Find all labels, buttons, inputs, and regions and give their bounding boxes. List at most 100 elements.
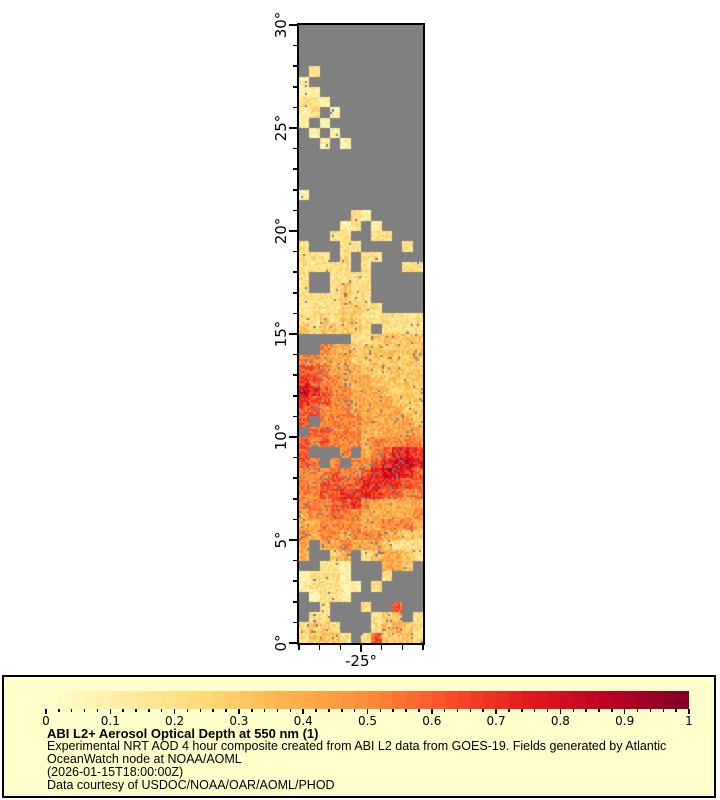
caption-line-4: Data courtesy of USDOC/NOAA/OAR/AOML/PHO… [47, 778, 335, 792]
colorbar-minor-tick [315, 709, 317, 712]
colorbar-tick-label-0: 0 [42, 714, 50, 728]
x-minor-tick [339, 645, 342, 650]
colorbar-major-tick [431, 709, 433, 714]
y-minor-tick [293, 498, 297, 500]
y-minor-tick [293, 189, 297, 191]
y-tick-label-text: 25° [272, 114, 290, 142]
colorbar-minor-tick [598, 709, 600, 712]
colorbar-major-tick [109, 709, 112, 714]
caption-block: ABI L2+ Aerosol Optical Depth at 550 nm … [47, 727, 704, 792]
y-minor-tick [293, 415, 297, 418]
y-tick-label-text: 10° [272, 423, 290, 451]
colorbar-tick-label-0.9: 0.9 [615, 714, 635, 728]
y-tick-label-text: 0° [272, 634, 290, 652]
x-minor-tick [401, 645, 404, 650]
colorbar-minor-tick [58, 709, 60, 712]
colorbar-minor-tick [418, 709, 420, 712]
y-minor-tick [293, 147, 297, 150]
colorbar-major-tick [173, 709, 176, 714]
caption-title: ABI L2+ Aerosol Optical Depth at 550 nm … [47, 726, 319, 741]
y-major-tick [289, 642, 297, 644]
x-minor-tick [298, 645, 300, 650]
colorbar-minor-tick [456, 709, 459, 712]
colorbar-major-tick [559, 709, 562, 714]
colorbar-minor-tick [289, 709, 292, 712]
colorbar-minor-tick [508, 709, 510, 712]
colorbar-minor-tick [443, 709, 446, 712]
colorbar-minor-tick [533, 709, 536, 712]
y-tick-label-text: 5° [272, 531, 290, 549]
y-minor-tick [293, 168, 297, 170]
y-minor-tick [293, 580, 297, 582]
y-tick-label-text: 20° [272, 217, 290, 245]
y-minor-tick [293, 395, 297, 397]
colorbar-major-tick [238, 709, 240, 714]
colorbar-minor-tick [96, 709, 99, 712]
colorbar-minor-tick [546, 709, 549, 712]
colorbar-minor-tick [482, 709, 484, 712]
y-minor-tick [293, 44, 297, 47]
caption-line-2: OceanWatch node at NOAA/AOML [47, 752, 242, 766]
colorbar-minor-tick [199, 709, 202, 712]
y-major-tick [289, 333, 297, 335]
colorbar-tick-label-0.6: 0.6 [422, 714, 442, 728]
y-minor-tick [293, 374, 297, 376]
colorbar-minor-tick [341, 709, 343, 712]
map-plot-frame [297, 23, 425, 645]
colorbar-tick-label-0.3: 0.3 [229, 714, 249, 728]
colorbar-minor-tick [225, 709, 227, 712]
colorbar-minor-tick [379, 709, 382, 712]
x-tick-label: -25° [345, 652, 377, 670]
colorbar-major-tick [45, 709, 47, 714]
colorbar-minor-tick [263, 709, 266, 712]
y-minor-tick [293, 601, 297, 603]
y-major-tick [289, 127, 297, 129]
colorbar-minor-tick [186, 709, 189, 712]
colorbar-minor-tick [83, 709, 86, 712]
colorbar-minor-tick [160, 709, 163, 712]
y-minor-tick [293, 312, 297, 315]
colorbar-tick-label-0.2: 0.2 [165, 714, 185, 728]
colorbar-minor-tick [636, 709, 639, 712]
y-minor-tick [293, 621, 297, 624]
colorbar-tick-label-1: 1 [685, 714, 693, 728]
y-minor-tick [293, 518, 297, 521]
x-minor-tick [422, 645, 424, 650]
y-tick-label-text: 30° [272, 11, 290, 39]
y-major-tick [289, 539, 297, 541]
colorbar-minor-tick [276, 709, 279, 712]
y-minor-tick [293, 456, 297, 459]
y-minor-tick [293, 559, 297, 562]
colorbar-tick-label-0.4: 0.4 [293, 714, 313, 728]
y-minor-tick [293, 271, 297, 273]
colorbar-tick-label-0.8: 0.8 [550, 714, 570, 728]
colorbar-minor-tick [148, 709, 150, 712]
aod-map-canvas [299, 25, 423, 643]
colorbar-minor-tick [212, 709, 214, 712]
caption-line-3: (2026-01-15T18:00:00Z) [47, 765, 184, 779]
colorbar-minor-tick [611, 709, 613, 712]
colorbar-minor-tick [521, 709, 523, 712]
y-major-tick [289, 24, 297, 26]
colorbar-tick-label-0.5: 0.5 [357, 714, 378, 728]
colorbar-minor-tick [572, 709, 574, 712]
colorbar-tick-label-0.1: 0.1 [100, 714, 120, 728]
colorbar-minor-tick [122, 709, 124, 712]
y-minor-tick [293, 353, 297, 356]
colorbar-major-tick [366, 709, 369, 714]
colorbar-major-tick [623, 709, 626, 714]
y-major-tick [289, 230, 297, 232]
colorbar-major-tick [688, 709, 690, 714]
y-minor-tick [293, 86, 297, 88]
colorbar-minor-tick [353, 709, 356, 712]
colorbar-minor-tick [70, 709, 73, 712]
colorbar [46, 691, 689, 709]
y-minor-tick [293, 65, 297, 67]
y-major-tick [289, 436, 297, 438]
colorbar-minor-tick [585, 709, 587, 712]
y-minor-tick [293, 106, 297, 109]
colorbar-tick-label-0.7: 0.7 [486, 714, 506, 728]
y-tick-label-text: 15° [272, 320, 290, 348]
colorbar-minor-tick [675, 709, 677, 712]
